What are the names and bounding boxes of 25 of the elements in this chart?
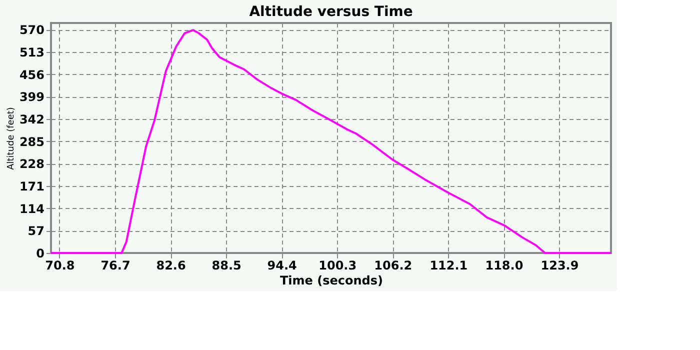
x-tick-label: 112.1 — [430, 258, 468, 272]
y-tick-label: 0 — [36, 246, 44, 260]
y-tick-label: 570 — [19, 23, 44, 38]
y-axis-title: Altitude (feet) — [6, 107, 16, 170]
y-tick-label: 342 — [19, 112, 44, 126]
y-tick-label: 513 — [19, 45, 44, 60]
x-tick-label: 88.5 — [212, 258, 242, 272]
x-tick-label: 82.6 — [156, 258, 186, 272]
chart-title: Altitude versus Time — [249, 4, 413, 20]
line-series — [50, 29, 612, 254]
x-tick-label: 70.8 — [45, 258, 75, 272]
x-tick-label: 123.9 — [540, 258, 579, 272]
x-axis-title: Time (seconds) — [280, 274, 384, 288]
y-tick-label: 57 — [28, 224, 44, 238]
x-tick-label: 100.3 — [318, 258, 357, 272]
y-tick-label: 399 — [19, 90, 44, 104]
y-tick-label: 285 — [19, 134, 44, 149]
x-tick-label: 76.7 — [100, 258, 130, 272]
y-tick-label: 228 — [19, 157, 44, 172]
y-tick-label: 456 — [19, 68, 44, 82]
y-tick-label: 171 — [19, 180, 44, 194]
y-tick-label: 114 — [19, 202, 44, 216]
x-tick-label: 118.0 — [485, 258, 524, 272]
x-tick-label: 94.4 — [267, 258, 297, 272]
x-tick-label: 106.2 — [374, 258, 412, 272]
